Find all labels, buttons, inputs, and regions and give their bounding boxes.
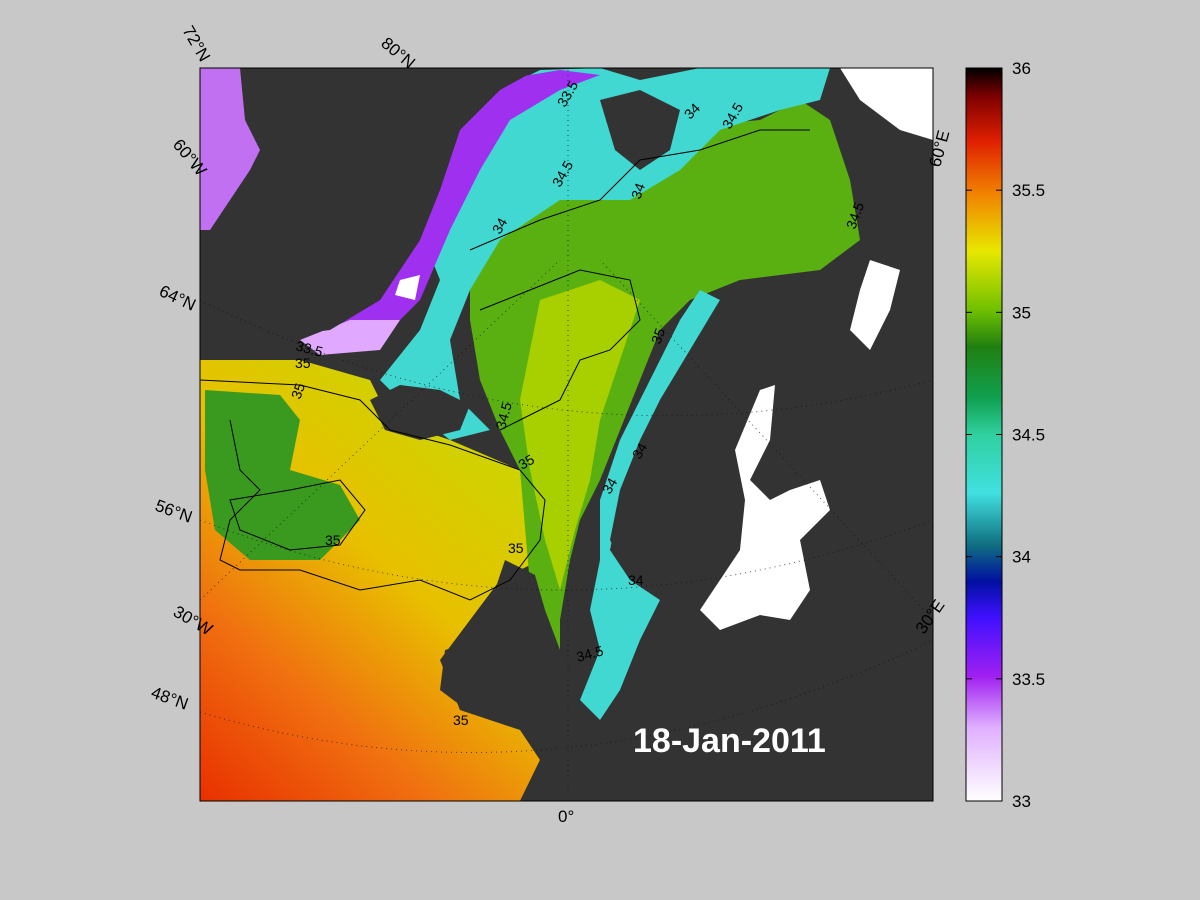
contour-label: 33.5 — [294, 337, 325, 360]
great-britain-land — [495, 560, 580, 725]
contour-label: 34 — [489, 215, 511, 237]
colorbar: 33 33.5 34 34.5 35 35.5 36 — [965, 59, 1045, 811]
scandinavia-land — [520, 140, 933, 801]
colorbar-tick-label: 35 — [1012, 303, 1031, 322]
colorbar-tick-label: 33.5 — [1012, 670, 1045, 689]
contour-35-atlantic — [200, 379, 546, 601]
contour-label: 35 — [295, 355, 311, 371]
norwegian-coastal-current — [580, 290, 720, 720]
contour-label: 35 — [325, 532, 341, 548]
colorbar-tick-label: 34 — [1012, 548, 1031, 567]
colorbar-tick-label: 35.5 — [1012, 181, 1045, 200]
baffin-island — [240, 68, 320, 150]
lat-label-72n: 72°N — [179, 23, 214, 65]
svalbard-land — [600, 90, 680, 170]
greenland-ice — [395, 275, 420, 300]
fresh-water-band — [330, 70, 600, 350]
contour-label: 34 — [628, 572, 644, 588]
map-panel: 33.5 34 34.5 34.5 34 34 34.5 33.5 35 35 … — [200, 68, 933, 801]
contour-34-5-north — [469, 129, 810, 251]
iceland-land — [370, 385, 470, 440]
graticule-lat-64 — [200, 299, 933, 417]
colorbar-ticks: 33 33.5 34 34.5 35 35.5 36 — [966, 59, 1045, 811]
colorbar-tick-label: 33 — [1012, 792, 1031, 811]
colorbar-tick-label: 36 — [1012, 59, 1031, 78]
contour-label: 35 — [508, 540, 524, 556]
greenland-land — [200, 68, 540, 345]
contour-35-patch — [229, 479, 366, 551]
contour-label: 34.5 — [575, 642, 606, 665]
north-sea-tongue — [520, 280, 640, 590]
east-greenland-current — [380, 68, 830, 440]
contour-label: 35 — [516, 451, 538, 473]
lon-label-0: 0° — [558, 807, 574, 826]
arctic-ice — [840, 68, 933, 140]
white-sea-ice — [850, 260, 900, 350]
contour-label: 34 — [629, 440, 651, 462]
graticule-meridian-30e — [599, 259, 933, 621]
baltic-sea-ice — [700, 385, 830, 630]
contour-label: 35 — [288, 381, 308, 401]
lat-label-56n: 56°N — [153, 496, 195, 527]
contour-label: 35 — [453, 712, 469, 728]
contour-label: 34 — [628, 181, 648, 201]
map-frame — [199, 67, 934, 802]
colorbar-tick-label: 34.5 — [1012, 426, 1045, 445]
lat-label-64n: 64°N — [156, 281, 198, 314]
fresh-water-light — [300, 320, 400, 355]
contour-label: 34.5 — [492, 400, 515, 431]
date-label: 18-Jan-2011 — [633, 722, 826, 760]
contour-label: 34 — [599, 475, 621, 497]
ireland-land — [440, 640, 500, 705]
lat-label-80n: 80°N — [377, 34, 418, 73]
contour-34-5-inner — [479, 269, 641, 431]
contour-label: 35 — [648, 326, 668, 346]
atlantic-35-patch — [205, 390, 360, 560]
salinity-contours — [200, 129, 810, 601]
lat-label-48n: 48°N — [149, 683, 191, 714]
graticule — [200, 70, 933, 801]
